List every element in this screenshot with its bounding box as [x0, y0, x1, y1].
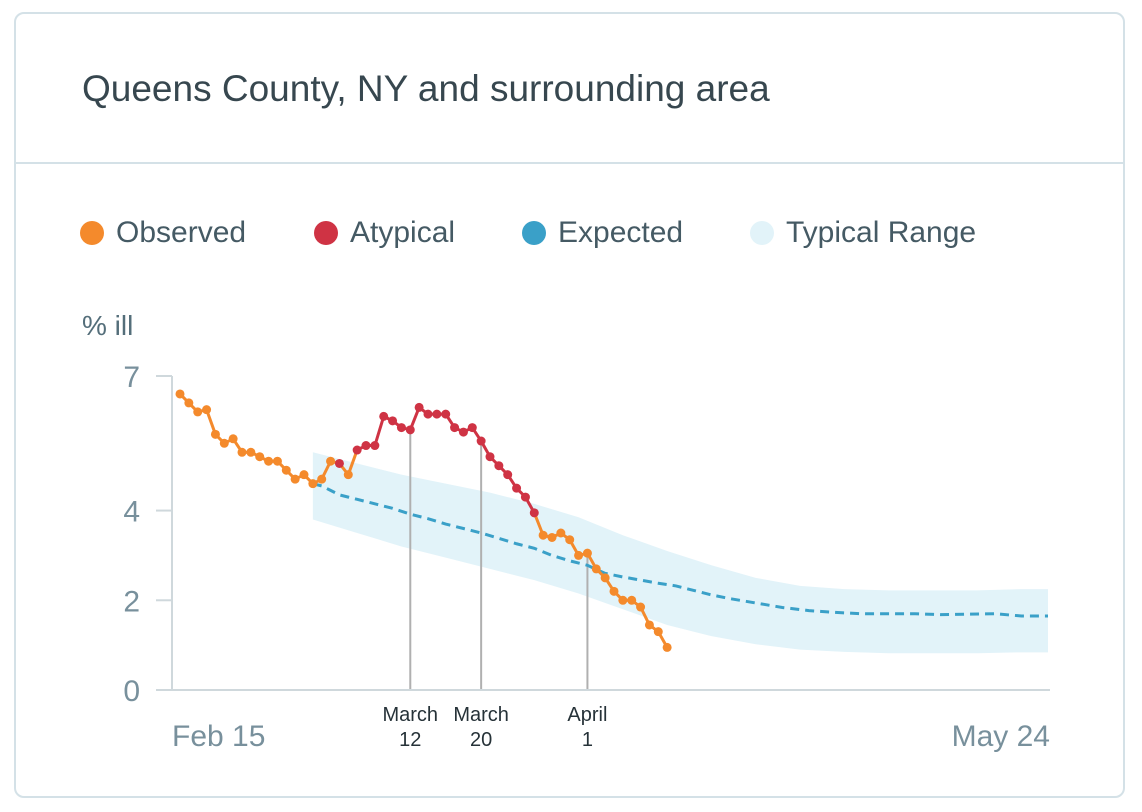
- atypical-point: [414, 402, 424, 412]
- legend-label-typical-range: Typical Range: [786, 216, 977, 249]
- atypical-point: [485, 452, 495, 462]
- observed-point: [574, 550, 584, 560]
- atypical-point: [529, 508, 539, 518]
- x-start-label: Feb 15: [172, 720, 265, 753]
- chart-card: Queens County, NY and surrounding area: [14, 12, 1125, 798]
- atypical-point: [352, 445, 362, 455]
- legend-item-atypical[interactable]: Atypical: [314, 213, 455, 253]
- observed-point: [219, 438, 229, 448]
- observed-point: [290, 474, 300, 484]
- atypical-point: [512, 483, 522, 493]
- y-tick-label-4: 4: [123, 496, 140, 529]
- atypical-point: [476, 436, 486, 446]
- observed-layer: [175, 389, 672, 652]
- observed-point: [556, 528, 566, 538]
- observed-point: [175, 389, 185, 399]
- atypical-point: [503, 470, 513, 480]
- y-tick-label-7: 7: [123, 361, 140, 394]
- observed-point: [591, 564, 601, 574]
- atypical-point: [405, 425, 415, 435]
- annotation-label-3-line1: April: [567, 704, 607, 726]
- observed-point: [264, 456, 274, 466]
- atypical-point: [388, 416, 398, 426]
- observed-point: [237, 447, 247, 457]
- observed-point: [662, 642, 672, 652]
- observed-point: [618, 595, 628, 605]
- atypical-point: [520, 492, 530, 502]
- annotation-label-2-line1: March: [453, 704, 509, 726]
- observed-swatch: [80, 221, 104, 245]
- observed-point: [317, 474, 327, 484]
- atypical-swatch: [314, 221, 338, 245]
- legend-item-observed[interactable]: Observed: [80, 213, 246, 253]
- observed-segment: [373, 414, 386, 448]
- legend-label-atypical: Atypical: [350, 216, 456, 249]
- atypical-point: [423, 409, 433, 419]
- annotation-label-1-line2: 12: [399, 729, 421, 751]
- observed-point: [627, 595, 637, 605]
- observed-point: [600, 573, 610, 583]
- legend-label-observed: Observed: [116, 216, 247, 249]
- x-end-label: May 24: [952, 720, 1050, 753]
- annotation-label-2-line2: 20: [470, 729, 492, 751]
- observed-point: [653, 627, 663, 637]
- observed-point: [184, 398, 194, 408]
- card-title: Queens County, NY and surrounding area: [82, 68, 770, 109]
- observed-point: [636, 602, 646, 612]
- observed-point: [228, 434, 238, 444]
- observed-point: [281, 465, 291, 475]
- legend-item-expected[interactable]: Expected: [522, 213, 683, 253]
- y-tick-label-2: 2: [123, 585, 140, 618]
- observed-point: [644, 620, 654, 630]
- atypical-point: [450, 423, 460, 433]
- observed-point: [308, 479, 318, 489]
- observed-point: [326, 456, 336, 466]
- observed-point: [343, 470, 353, 480]
- observed-point: [193, 407, 203, 417]
- atypical-point: [370, 441, 380, 451]
- card-header: Queens County, NY and surrounding area: [16, 14, 1123, 164]
- annotation-layer: [409, 429, 589, 690]
- atypical-point: [467, 423, 477, 433]
- legend-label-expected: Expected: [558, 216, 684, 249]
- observed-point: [582, 548, 592, 558]
- observed-point: [547, 532, 557, 542]
- observed-point: [255, 452, 265, 462]
- typical-range-layer: [312, 452, 1048, 654]
- observed-point: [609, 586, 619, 596]
- legend-item-typical-range[interactable]: Typical Range: [750, 213, 976, 253]
- atypical-point: [432, 409, 442, 419]
- atypical-point: [441, 409, 451, 419]
- typical-range-swatch: [750, 221, 774, 245]
- observed-point: [246, 447, 256, 457]
- atypical-point: [379, 411, 389, 421]
- observed-point: [565, 535, 575, 545]
- atypical-point: [494, 461, 504, 471]
- atypical-point: [361, 441, 371, 451]
- label-layer: % ill 0 2 4 7 Feb 15 May 24 March 12 March 20 April…: [82, 310, 1050, 753]
- axis-layer: [156, 375, 1050, 691]
- annotation-label-1-line1: March: [382, 704, 438, 726]
- observed-point: [538, 530, 548, 540]
- typical-range-band: [312, 452, 1048, 654]
- y-tick-label-0: 0: [123, 675, 140, 708]
- atypical-point: [396, 423, 406, 433]
- atypical-point: [458, 427, 468, 437]
- y-axis-label: % ill: [82, 310, 133, 341]
- observed-point: [299, 470, 309, 480]
- annotation-label-3-line2: 1: [582, 729, 593, 751]
- atypical-point: [334, 458, 344, 468]
- expected-swatch: [522, 221, 546, 245]
- observed-point: [210, 429, 220, 439]
- observed-point: [202, 405, 212, 415]
- observed-point: [272, 456, 282, 466]
